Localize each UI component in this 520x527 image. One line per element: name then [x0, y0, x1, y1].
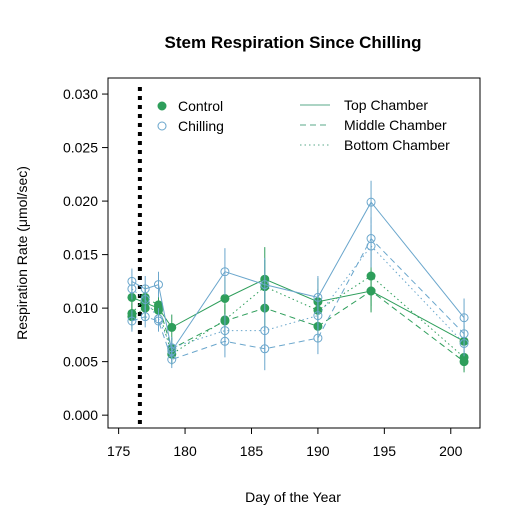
- y-tick-label: 0.020: [63, 193, 98, 209]
- x-tick-label: 175: [107, 443, 131, 459]
- x-tick-label: 190: [306, 443, 330, 459]
- y-tick-label: 0.005: [63, 354, 98, 370]
- series-chilling-bottom: [127, 224, 469, 359]
- legend-label-top-chamber: Top Chamber: [344, 97, 428, 113]
- series-line: [131, 290, 465, 362]
- legend-marker-control: [157, 101, 167, 111]
- legend-marker-chilling: [157, 121, 167, 131]
- x-tick-label: 195: [373, 443, 397, 459]
- data-point: [260, 280, 270, 290]
- data-point: [366, 271, 376, 281]
- legend-label-middle-chamber: Middle Chamber: [344, 117, 447, 133]
- legend-label-bottom-chamber: Bottom Chamber: [344, 137, 450, 153]
- data-point: [366, 241, 376, 251]
- data-point: [260, 326, 270, 336]
- x-tick-label: 185: [240, 443, 264, 459]
- series-chilling-top: [127, 180, 469, 362]
- series-line: [131, 278, 465, 342]
- x-tick-label: 180: [173, 443, 197, 459]
- data-point: [167, 343, 177, 353]
- y-axis-label: Respiration Rate (μmol/sec): [14, 166, 30, 340]
- data-point: [140, 295, 150, 305]
- legend-label-control: Control: [178, 98, 223, 114]
- data-point: [127, 284, 137, 294]
- chart-title: Stem Respiration Since Chilling: [165, 33, 422, 52]
- y-tick-label: 0.010: [63, 300, 98, 316]
- legend-label-chilling: Chilling: [178, 118, 224, 134]
- y-tick-label: 0.030: [63, 86, 98, 102]
- x-tick-label: 200: [439, 443, 463, 459]
- plot-frame: [107, 77, 481, 429]
- series-line: [131, 201, 465, 353]
- y-tick-label: 0.000: [63, 407, 98, 423]
- series-line: [131, 245, 465, 349]
- legend: Control Chilling Top Chamber Middle Chamber…: [157, 97, 450, 153]
- series-line: [131, 275, 465, 358]
- y-tick-label: 0.015: [63, 247, 98, 263]
- data-point: [366, 197, 376, 207]
- data-point: [127, 316, 137, 326]
- series-line: [131, 237, 465, 361]
- data-point: [459, 338, 469, 348]
- data-point: [313, 311, 323, 321]
- data-point: [153, 280, 163, 290]
- data-point: [313, 333, 323, 343]
- series-control-bottom: [127, 246, 469, 371]
- data-point: [220, 267, 230, 277]
- data-point: [220, 293, 230, 303]
- axes: 0.000 0.005 0.010 0.015 0.020 0.025 0.030 175 18…: [63, 86, 463, 459]
- data-point: [140, 312, 150, 322]
- data-point: [153, 314, 163, 324]
- x-axis-label: Day of the Year: [245, 489, 341, 505]
- y-tick-label: 0.025: [63, 140, 98, 156]
- data-point: [220, 326, 230, 336]
- data-point: [167, 322, 177, 332]
- series-control-middle: [127, 271, 469, 373]
